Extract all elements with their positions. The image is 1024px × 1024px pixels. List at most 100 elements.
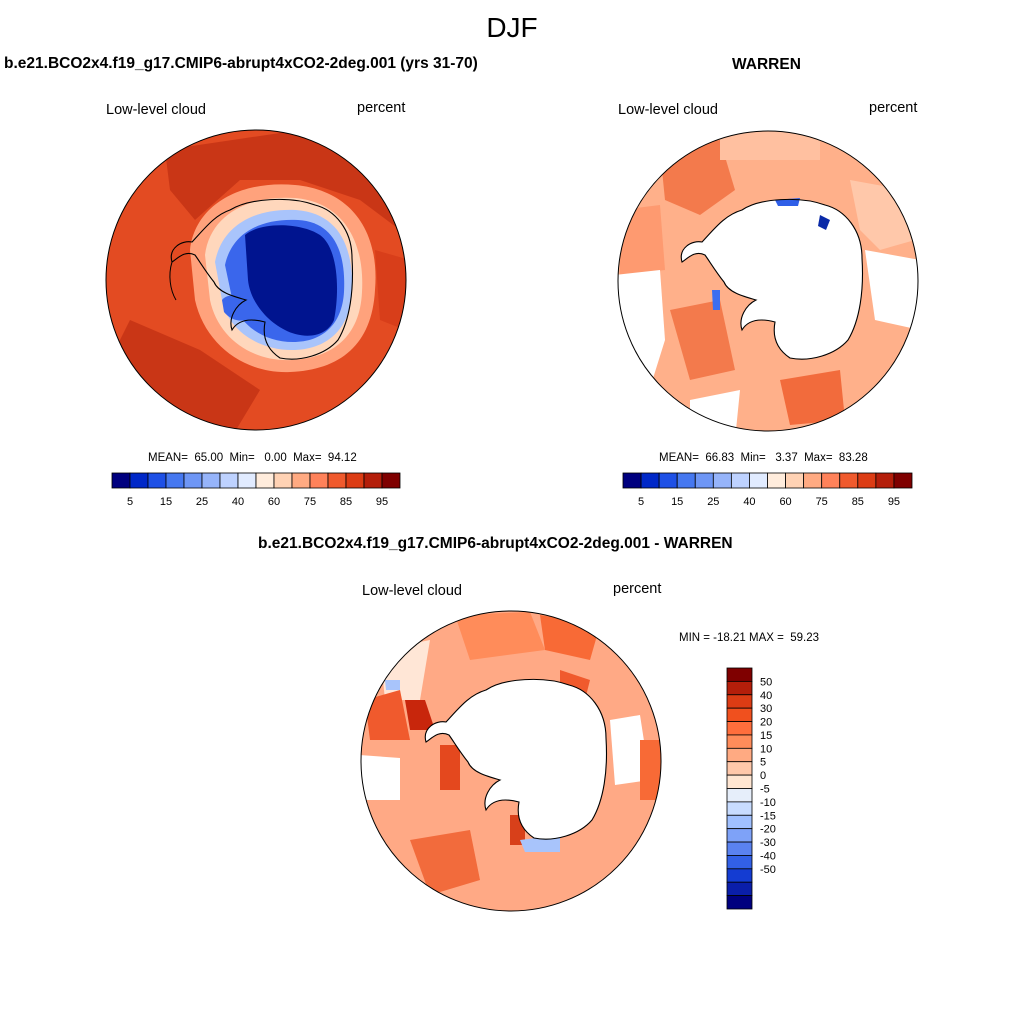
colorbar-swatch xyxy=(749,472,768,489)
model-variable-label: Low-level cloud xyxy=(106,102,206,118)
colorbar-tick-label: 85 xyxy=(852,496,864,508)
model-map-ice-dark xyxy=(245,225,338,336)
colorbar-tick-label: 5 xyxy=(127,496,133,508)
colorbar-swatch xyxy=(676,472,696,489)
colorbar-swatch xyxy=(165,472,185,489)
colorbar-tick-label: 15 xyxy=(760,730,772,742)
colorbar-swatch xyxy=(785,472,805,489)
colorbar-tick-label: 25 xyxy=(196,496,208,508)
colorbar-swatch xyxy=(726,694,753,709)
obs-map-continent xyxy=(681,199,863,360)
colorbar-tick-label: 15 xyxy=(160,496,172,508)
colorbar-tick-label: 10 xyxy=(760,743,772,755)
obs-stats: MEAN= 66.83 Min= 3.37 Max= 83.28 xyxy=(659,452,868,464)
colorbar-swatch xyxy=(726,774,753,789)
colorbar-tick-label: 0 xyxy=(760,770,766,782)
colorbar-tick-label: -50 xyxy=(760,864,776,876)
colorbar-swatch xyxy=(893,472,913,489)
diff-map-missing-west xyxy=(361,755,400,800)
colorbar-swatch xyxy=(147,472,167,489)
colorbar-tick-label: 60 xyxy=(779,496,791,508)
colorbar-tick-label: 75 xyxy=(816,496,828,508)
colorbar-swatch xyxy=(381,472,401,489)
colorbar-swatch xyxy=(726,667,753,682)
colorbar-tick-label: 40 xyxy=(760,690,772,702)
colorbar-swatch xyxy=(767,472,786,489)
colorbar-tick-label: 20 xyxy=(760,717,772,729)
diff-map-patch-7 xyxy=(410,830,480,895)
obs-map-patch-5 xyxy=(780,370,845,425)
colorbar-swatch xyxy=(726,680,753,696)
diff-map-patch-9 xyxy=(640,740,661,800)
colorbar-swatch xyxy=(640,472,660,489)
colorbar-swatch xyxy=(726,814,753,830)
diff-map-patch-6 xyxy=(440,745,460,790)
colorbar-swatch xyxy=(183,472,203,489)
colorbar-swatch xyxy=(726,895,753,910)
colorbar-swatch xyxy=(726,747,753,763)
colorbar-swatch xyxy=(694,472,714,489)
colorbar-swatch xyxy=(726,881,753,897)
obs-map-coastline xyxy=(680,198,864,360)
colorbar-swatch xyxy=(345,472,365,489)
colorbar-swatch xyxy=(726,721,753,736)
obs-map-patch-2 xyxy=(620,205,665,275)
colorbar-tick-label: 30 xyxy=(760,703,772,715)
diff-map-coastline xyxy=(424,678,608,840)
colorbar-swatch xyxy=(803,472,823,489)
colorbar-swatch xyxy=(839,472,859,489)
colorbar-tick-label: 5 xyxy=(638,496,644,508)
colorbar-tick-label: -10 xyxy=(760,797,776,809)
figure-title: DJF xyxy=(486,12,538,43)
model-map-peninsula-blue xyxy=(222,295,255,321)
diff-panel-title: b.e21.BCO2x4.f19_g17.CMIP6-abrupt4xCO2-2… xyxy=(258,535,733,552)
obs-map-patch-4 xyxy=(670,300,735,380)
model-map-peninsula-coast xyxy=(169,261,177,301)
colorbar-tick-label: 75 xyxy=(304,496,316,508)
obs-colorbar: 5 15 25 40 60 75 85 95 xyxy=(622,472,913,508)
obs-map-boundary xyxy=(617,130,919,432)
colorbar-swatch xyxy=(726,855,753,870)
diff-variable-label: Low-level cloud xyxy=(362,583,462,599)
colorbar-swatch xyxy=(726,841,753,856)
obs-map-blue-patch-3 xyxy=(712,290,720,310)
obs-map-blue-patch-2 xyxy=(818,215,830,230)
colorbar-tick-label: 40 xyxy=(232,496,244,508)
colorbar-swatch xyxy=(291,472,311,489)
colorbar-swatch xyxy=(726,868,753,883)
colorbar-tick-label: 95 xyxy=(376,496,388,508)
colorbar-swatch xyxy=(875,472,895,489)
colorbar-swatch xyxy=(237,472,257,489)
colorbar-swatch xyxy=(273,472,293,489)
model-units-label: percent xyxy=(357,100,406,116)
diff-map-patch-1 xyxy=(455,612,545,660)
obs-units-label: percent xyxy=(869,100,918,116)
colorbar-swatch xyxy=(726,828,753,843)
obs-panel-title: WARREN xyxy=(732,56,801,73)
colorbar-swatch xyxy=(201,472,221,489)
diff-map-patch-5 xyxy=(405,700,435,730)
colorbar-tick-label: 40 xyxy=(743,496,755,508)
colorbar-tick-label: 50 xyxy=(760,676,772,688)
colorbar-swatch xyxy=(255,472,275,489)
colorbar-tick-label: 85 xyxy=(340,496,352,508)
obs-map-missing-east xyxy=(865,250,918,330)
obs-variable-label: Low-level cloud xyxy=(618,102,718,118)
colorbar-tick-label: -5 xyxy=(760,784,770,796)
colorbar-swatch xyxy=(821,472,841,489)
model-map-boundary xyxy=(105,129,407,431)
colorbar-tick-label: 25 xyxy=(707,496,719,508)
colorbar-swatch xyxy=(726,801,753,816)
colorbar-swatch xyxy=(726,707,753,722)
colorbar-swatch xyxy=(726,788,753,803)
diff-map-boundary xyxy=(360,610,662,912)
colorbar-tick-label: 5 xyxy=(760,757,766,769)
model-map-coastline xyxy=(170,198,354,360)
colorbar-tick-label: 95 xyxy=(888,496,900,508)
model-map-high-cloud-east xyxy=(375,250,406,330)
